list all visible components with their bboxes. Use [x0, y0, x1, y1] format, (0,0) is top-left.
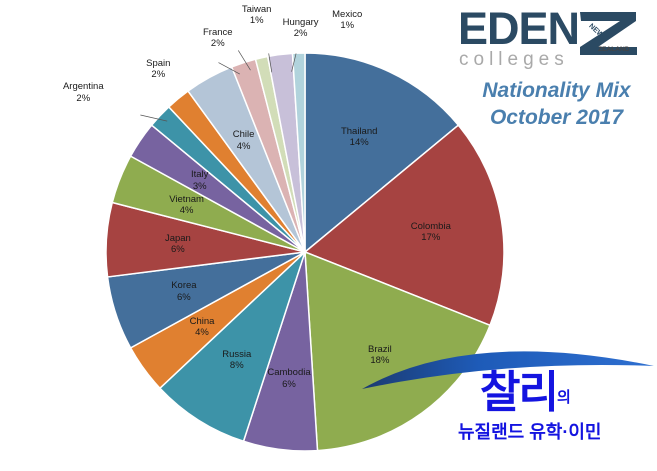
svg-text:EDEN: EDEN [458, 6, 579, 54]
svg-text:ZEALAND: ZEALAND [598, 46, 630, 53]
